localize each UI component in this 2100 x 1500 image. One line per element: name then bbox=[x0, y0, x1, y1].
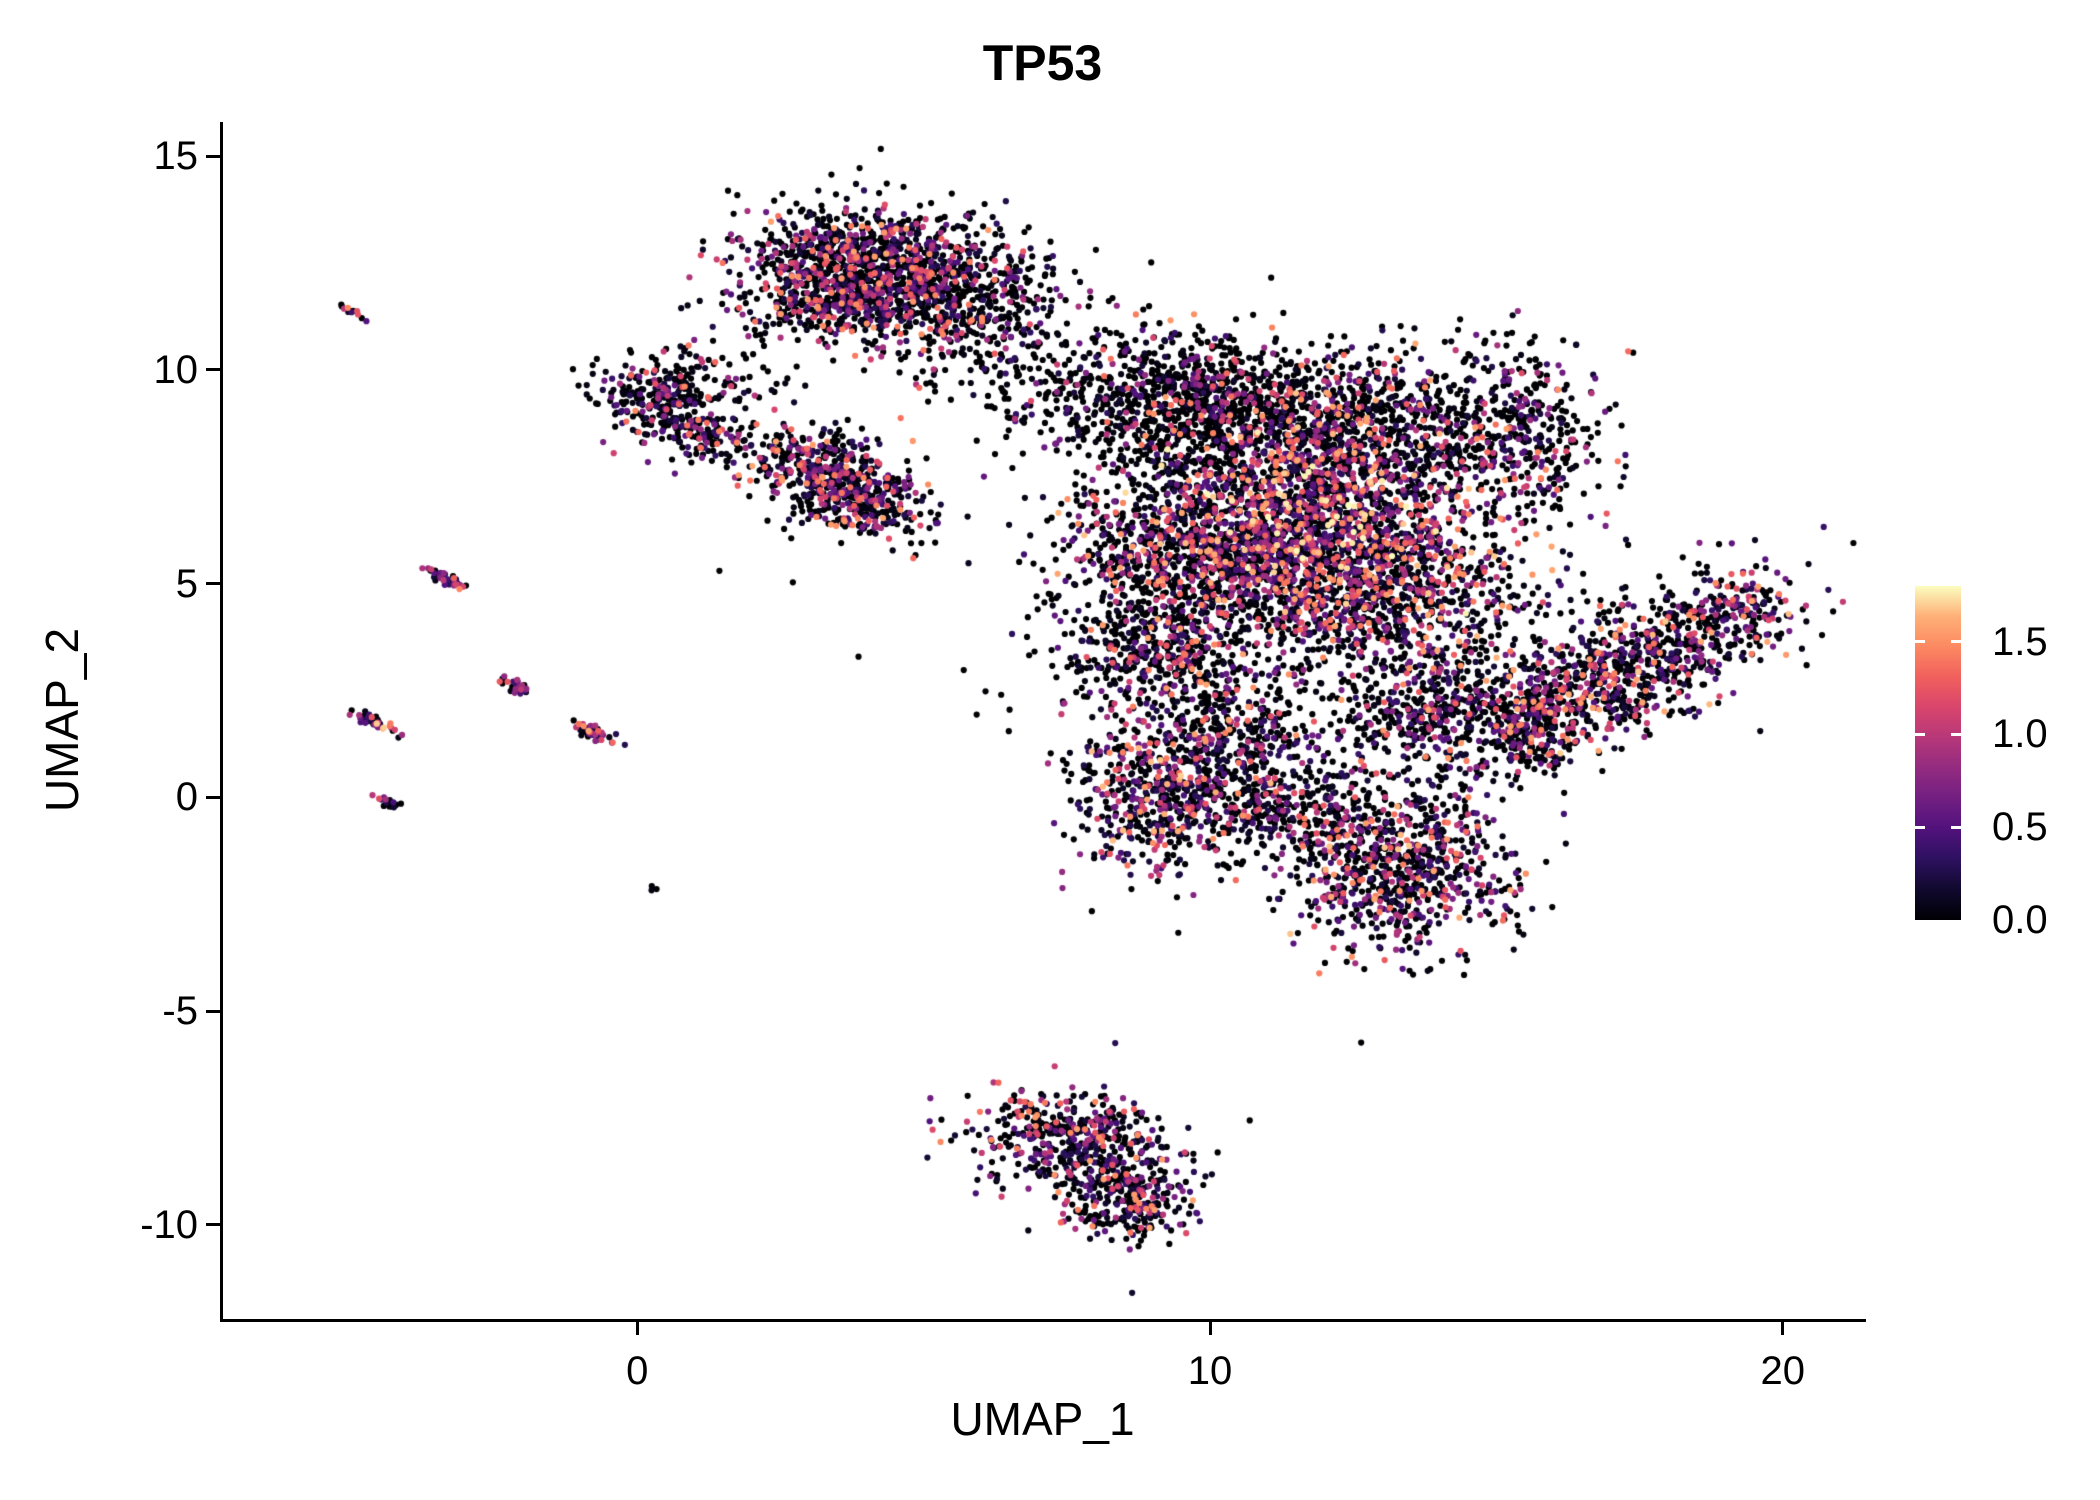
colorbar-tick-mark bbox=[1951, 825, 1961, 829]
y-axis-title: UMAP_2 bbox=[36, 627, 88, 813]
colorbar-tick-mark bbox=[1951, 640, 1961, 644]
y-tick-label: 10 bbox=[153, 347, 199, 392]
x-tick-label: 10 bbox=[1187, 1349, 1233, 1393]
y-tick-label: 15 bbox=[153, 134, 199, 179]
colorbar-tick-label: 1.0 bbox=[1992, 712, 2048, 757]
colorbar-tick-label: 0.0 bbox=[1992, 898, 2048, 942]
colorbar-tick-mark bbox=[1915, 640, 1925, 644]
colorbar-tick-mark bbox=[1915, 825, 1925, 829]
y-tick-mark bbox=[206, 154, 222, 158]
colorbar-tick-label: 0.5 bbox=[1992, 805, 2048, 850]
plot-title: TP53 bbox=[982, 35, 1103, 91]
y-tick-mark bbox=[206, 368, 222, 372]
x-tick-mark bbox=[635, 1320, 639, 1335]
y-tick-label: 0 bbox=[175, 775, 198, 820]
colorbar-tick-mark bbox=[1951, 732, 1961, 736]
y-tick-mark bbox=[206, 1223, 222, 1227]
colorbar-tick-label: 1.5 bbox=[1992, 619, 2048, 664]
y-tick-mark bbox=[206, 582, 222, 586]
colorbar-gradient bbox=[1915, 586, 1961, 920]
x-tick-label: 0 bbox=[626, 1349, 649, 1393]
x-axis-title: UMAP_1 bbox=[950, 1393, 1135, 1445]
x-tick-label: 20 bbox=[1760, 1349, 1806, 1393]
y-tick-label: -10 bbox=[140, 1202, 198, 1247]
y-tick-mark bbox=[206, 795, 222, 799]
y-tick-label: 5 bbox=[175, 561, 198, 606]
colorbar-tick-mark bbox=[1915, 732, 1925, 736]
x-tick-mark bbox=[1781, 1320, 1785, 1335]
x-tick-mark bbox=[1208, 1320, 1212, 1335]
y-axis-line bbox=[220, 122, 223, 1322]
y-tick-label: -5 bbox=[162, 989, 198, 1034]
x-axis-line bbox=[220, 1319, 1866, 1322]
y-tick-mark bbox=[206, 1009, 222, 1013]
